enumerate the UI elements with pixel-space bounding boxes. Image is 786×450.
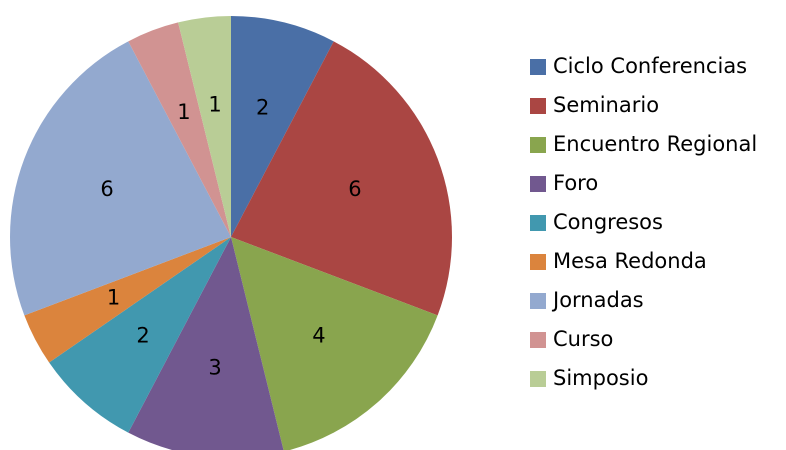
legend-swatch (530, 371, 546, 387)
legend-label: Seminario (553, 93, 659, 117)
legend-swatch (530, 254, 546, 270)
legend-swatch (530, 98, 546, 114)
data-label: 3 (208, 356, 221, 380)
legend-label: Mesa Redonda (553, 249, 707, 273)
pie-slice (178, 16, 231, 237)
pie-slice (128, 237, 284, 450)
data-label: 2 (256, 95, 269, 119)
legend-label: Foro (553, 171, 598, 195)
pie-slice (128, 22, 231, 237)
legend-label: Jornadas (551, 288, 644, 312)
pie-slice (24, 237, 232, 363)
legend-label: Encuentro Regional (553, 132, 757, 156)
legend-swatch (530, 293, 546, 309)
data-label: 6 (348, 177, 361, 201)
pie-slice (49, 237, 231, 433)
data-label: 1 (208, 92, 221, 116)
pie-slice (9, 41, 232, 316)
pie-slice (231, 16, 334, 237)
legend-label: Curso (553, 327, 613, 351)
data-label: 1 (177, 100, 190, 124)
legend-label: Simposio (553, 366, 648, 390)
legend-swatch (530, 215, 546, 231)
legend-swatch (530, 332, 546, 348)
data-label: 1 (107, 286, 120, 310)
data-label: 4 (312, 323, 325, 347)
legend-label: Congresos (553, 210, 663, 234)
pie-slice (231, 237, 438, 450)
legend-label: Ciclo Conferencias (553, 54, 747, 78)
legend-swatch (530, 176, 546, 192)
data-label: 6 (100, 177, 113, 201)
data-label: 2 (136, 323, 149, 347)
legend-swatch (530, 137, 546, 153)
legend-swatch (530, 59, 546, 75)
pie-slice (231, 41, 452, 316)
